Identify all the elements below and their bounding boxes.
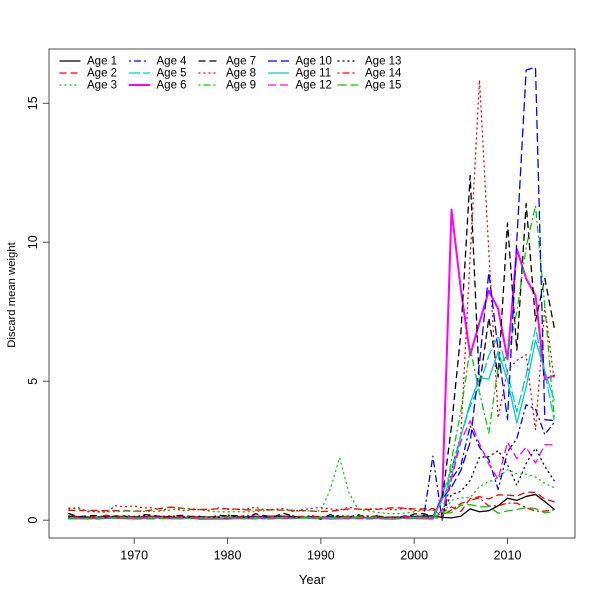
svg-text:Age 7: Age 7 <box>226 56 256 68</box>
svg-text:Age 3: Age 3 <box>87 80 117 92</box>
svg-text:Age 11: Age 11 <box>296 68 332 80</box>
svg-text:Age 13: Age 13 <box>365 56 401 68</box>
svg-text:Age 15: Age 15 <box>365 80 401 92</box>
svg-text:2010: 2010 <box>494 549 522 563</box>
svg-text:Age 2: Age 2 <box>87 68 117 80</box>
svg-text:Age 5: Age 5 <box>157 68 187 80</box>
svg-text:15: 15 <box>26 96 40 110</box>
svg-text:Age 12: Age 12 <box>296 80 332 92</box>
svg-text:Age 9: Age 9 <box>226 80 256 92</box>
svg-text:Age 1: Age 1 <box>87 56 117 68</box>
svg-text:1990: 1990 <box>307 549 335 563</box>
svg-text:Year: Year <box>299 572 326 587</box>
svg-text:2000: 2000 <box>400 549 428 563</box>
svg-text:0: 0 <box>26 517 40 524</box>
svg-text:5: 5 <box>26 378 40 385</box>
svg-text:Age 14: Age 14 <box>365 68 402 80</box>
svg-text:Age 10: Age 10 <box>296 56 332 68</box>
svg-text:10: 10 <box>26 235 40 249</box>
svg-text:Age 8: Age 8 <box>226 68 256 80</box>
svg-text:Discard mean weight: Discard mean weight <box>6 241 18 347</box>
svg-text:1970: 1970 <box>120 549 148 563</box>
svg-text:Age 6: Age 6 <box>157 80 187 92</box>
svg-text:Age 4: Age 4 <box>157 56 188 68</box>
svg-text:1980: 1980 <box>214 549 242 563</box>
